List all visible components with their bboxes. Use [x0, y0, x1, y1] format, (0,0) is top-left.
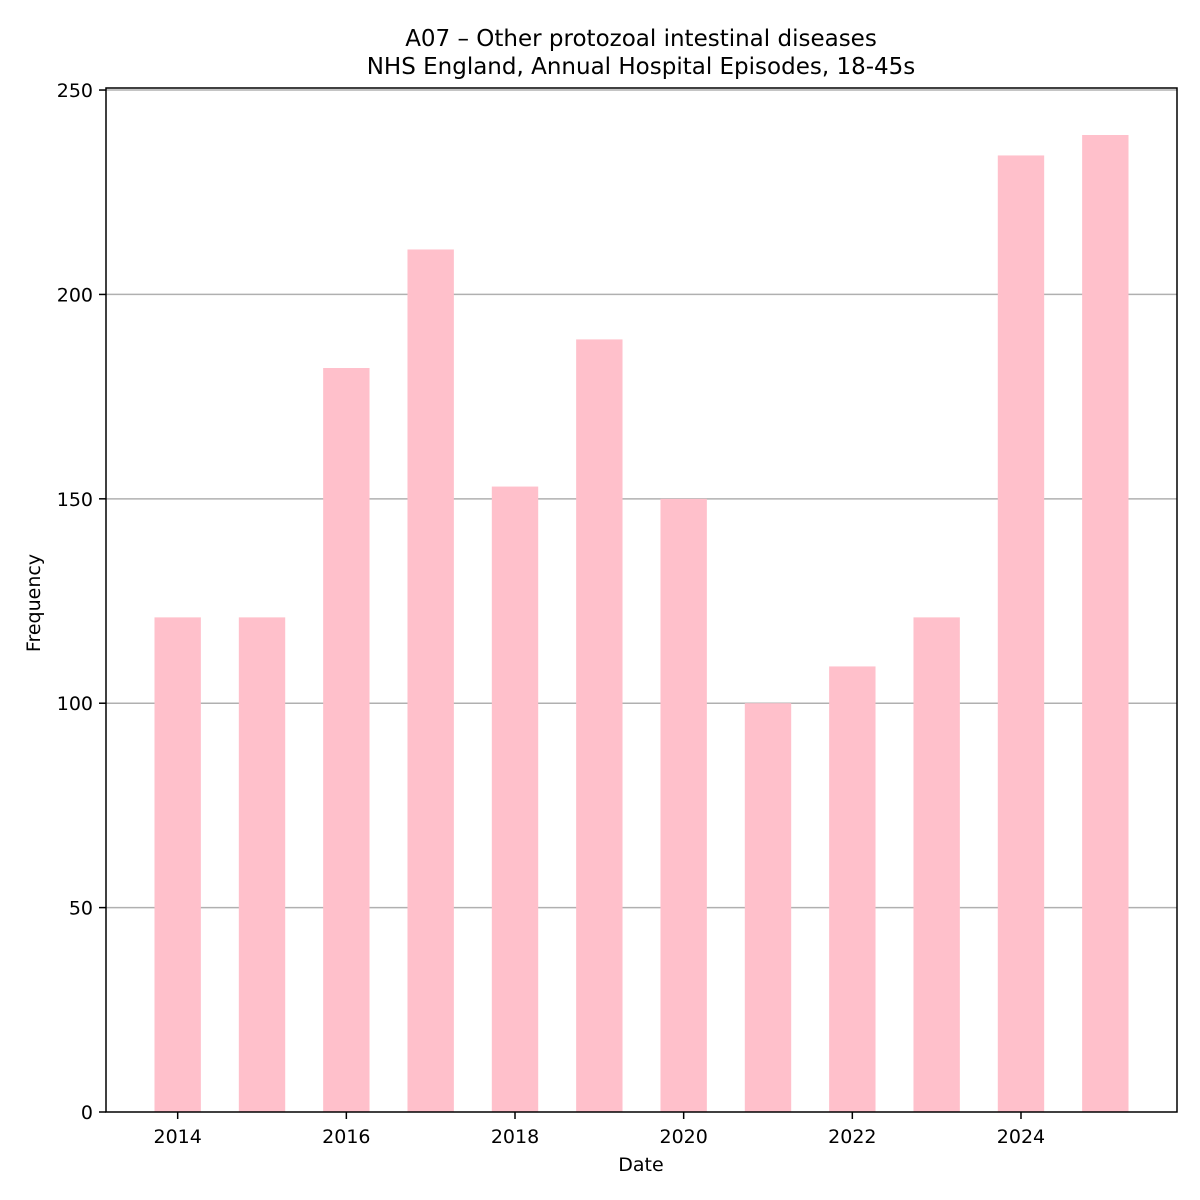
chart-subtitle: NHS England, Annual Hospital Episodes, 1…: [367, 54, 916, 80]
bars: [154, 135, 1129, 1112]
x-tick-label-2018: 2018: [491, 1126, 539, 1148]
axes: [105, 87, 1178, 1113]
y-tick-label-100: 100: [57, 693, 93, 715]
y-tick-label-150: 150: [57, 489, 93, 511]
x-tick-label-2020: 2020: [659, 1126, 707, 1148]
y-ticks: 0 50 100 150 200 250: [57, 80, 106, 1124]
y-tick-label-50: 50: [69, 898, 93, 920]
bar-2021: [744, 703, 792, 1112]
y-tick-label-200: 200: [57, 284, 93, 306]
bar-2019: [576, 339, 623, 1112]
bar-2015: [238, 617, 286, 1112]
bar-2018: [491, 486, 539, 1112]
y-axis-label: Frequency: [23, 554, 45, 652]
x-tick-label-2022: 2022: [828, 1126, 876, 1148]
bar-2023: [913, 617, 960, 1112]
x-ticks: 2014 2016 2018 2020 2022 2024: [154, 1112, 1045, 1148]
bar-2020: [660, 498, 707, 1112]
plot-frame: [105, 87, 1178, 1113]
bar-2014: [154, 617, 201, 1112]
bar-2024: [997, 155, 1045, 1112]
x-tick-label-2016: 2016: [322, 1126, 370, 1148]
bar-2025: [1082, 135, 1129, 1112]
y-tick-label-250: 250: [57, 80, 93, 102]
x-tick-label-2024: 2024: [997, 1126, 1045, 1148]
chart-title: A07 – Other protozoal intestinal disease…: [405, 26, 877, 52]
y-tick-label-0: 0: [81, 1102, 93, 1124]
x-tick-label-2014: 2014: [154, 1126, 202, 1148]
bar-2017: [407, 249, 454, 1112]
x-axis-label: Date: [618, 1154, 663, 1176]
bar-2022: [829, 666, 876, 1112]
bar-2016: [323, 368, 370, 1112]
